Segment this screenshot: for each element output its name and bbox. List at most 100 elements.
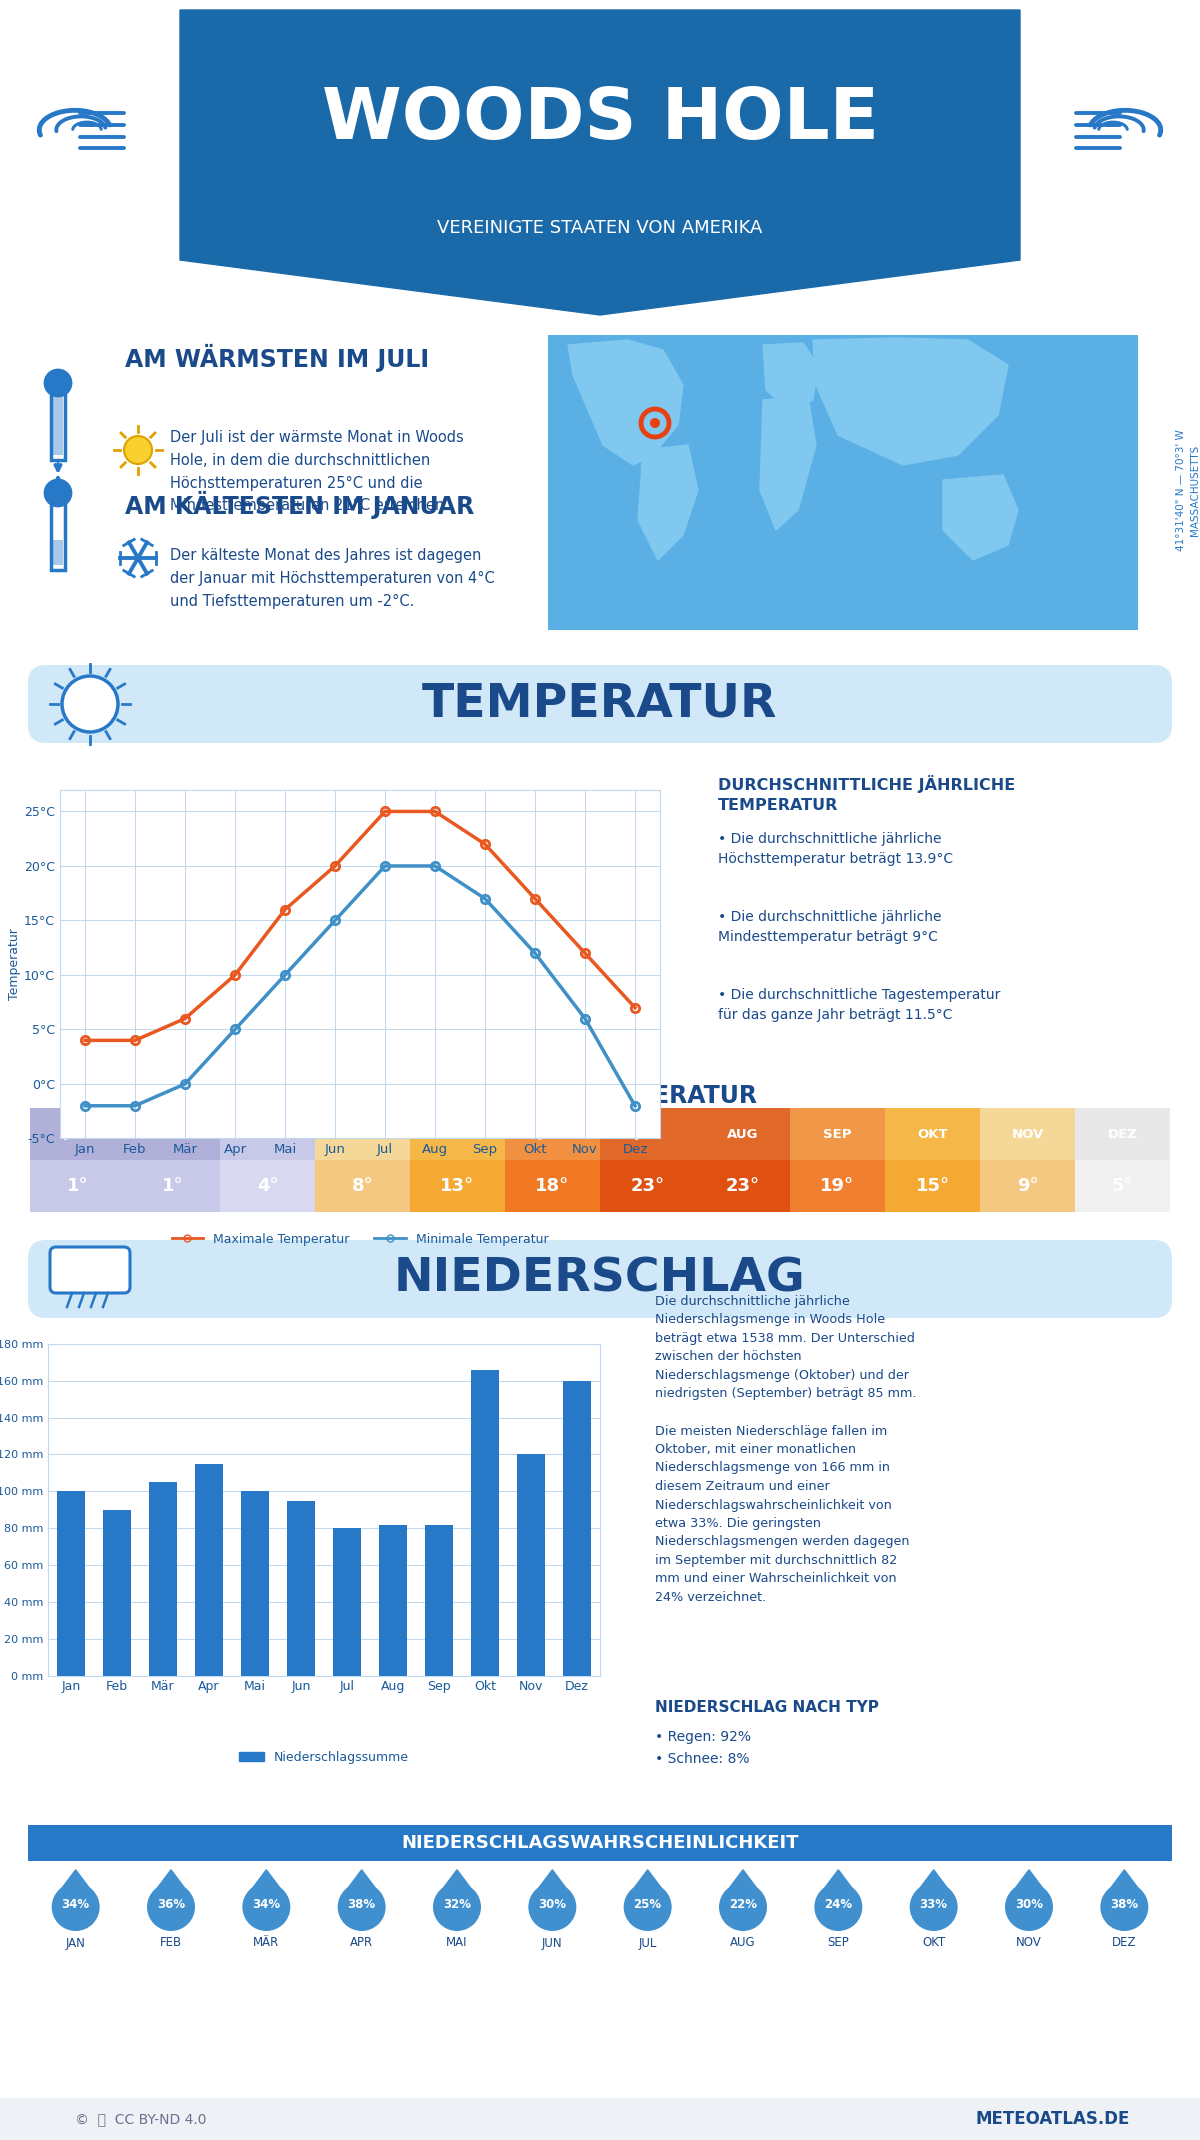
Text: 15°: 15° [916,1177,949,1194]
Text: 13°: 13° [440,1177,474,1194]
Bar [695,1109,790,1160]
Bar [194,1464,223,1676]
Polygon shape [58,1870,94,1894]
Bar [600,1160,695,1211]
Bar [470,1370,499,1676]
Text: 34%: 34% [61,1898,90,1911]
Bar [980,1109,1075,1160]
Bar [103,1511,131,1676]
Text: 33%: 33% [919,1898,948,1911]
Text: AUG: AUG [727,1128,758,1141]
Polygon shape [725,1870,761,1894]
Text: 1°: 1° [67,1177,89,1194]
Text: JUN: JUN [539,1128,566,1141]
Bar [1075,1160,1170,1211]
Text: • Die durchschnittliche jährliche
Höchsttemperatur beträgt 13.9°C: • Die durchschnittliche jährliche Höchst… [718,832,953,867]
Text: AUG: AUG [730,1937,756,1950]
Bar [56,1492,85,1676]
Bar [50,389,65,460]
Circle shape [124,437,152,464]
Polygon shape [943,475,1018,561]
Bar [332,1528,361,1676]
Text: VEREINIGTE STAATEN VON AMERIKA: VEREINIGTE STAATEN VON AMERIKA [437,218,763,238]
Bar [125,1109,220,1160]
Text: • Regen: 92%: • Regen: 92% [655,1729,751,1744]
Text: • Die durchschnittliche jährliche
Mindesttemperatur beträgt 9°C: • Die durchschnittliche jährliche Mindes… [718,910,942,944]
Polygon shape [1106,1870,1142,1894]
Polygon shape [916,1870,952,1894]
Polygon shape [638,445,698,561]
Text: 8°: 8° [352,1177,373,1194]
Text: METEOATLAS.DE: METEOATLAS.DE [976,2110,1130,2127]
Text: SEP: SEP [823,1128,852,1141]
Text: 25%: 25% [634,1898,661,1911]
Text: WOODS HOLE: WOODS HOLE [322,86,878,154]
Text: AM KÄLTESTEN IM JANUAR: AM KÄLTESTEN IM JANUAR [125,490,474,520]
Circle shape [46,479,71,505]
Bar [30,1160,125,1211]
Text: 4°: 4° [257,1177,278,1194]
Circle shape [528,1883,576,1930]
Text: JAN: JAN [65,1128,91,1141]
Bar [149,1483,178,1676]
Text: • Die durchschnittliche Tagestemperatur
für das ganze Jahr beträgt 11.5°C: • Die durchschnittliche Tagestemperatur … [718,989,1001,1023]
Bar [314,1160,410,1211]
Text: NIEDERSCHLAG: NIEDERSCHLAG [394,1256,806,1301]
Bar [314,1109,410,1160]
Text: 22%: 22% [728,1898,757,1911]
Bar [0,2097,1200,2140]
Bar [505,1109,600,1160]
Circle shape [46,370,71,396]
Bar [790,1160,886,1211]
Circle shape [815,1883,863,1930]
Bar [1075,1109,1170,1160]
Bar [600,1109,695,1160]
Text: MÄR: MÄR [251,1128,284,1141]
Text: 19°: 19° [821,1177,854,1194]
Text: 34%: 34% [252,1898,281,1911]
Text: FEB: FEB [160,1937,182,1950]
Bar [886,1160,980,1211]
Bar [125,1160,220,1211]
Bar [379,1524,407,1676]
Text: NOV: NOV [1016,1937,1042,1950]
FancyBboxPatch shape [50,1248,130,1293]
Text: • Schnee: 8%: • Schnee: 8% [655,1753,750,1765]
Circle shape [1100,1883,1148,1930]
Text: NOV: NOV [1012,1128,1044,1141]
Text: 30%: 30% [539,1898,566,1911]
Circle shape [433,1883,481,1930]
Circle shape [719,1883,767,1930]
Polygon shape [821,1870,857,1894]
Text: Der kälteste Monat des Jahres ist dagegen
der Januar mit Höchsttemperaturen von : Der kälteste Monat des Jahres ist dagege… [170,548,494,608]
Text: OKT: OKT [922,1937,946,1950]
Text: APR: APR [350,1937,373,1950]
Circle shape [650,417,660,428]
Bar [505,1160,600,1211]
Polygon shape [814,338,1008,464]
Text: MÄR: MÄR [253,1937,280,1950]
Text: Die durchschnittliche jährliche
Niederschlagsmenge in Woods Hole
beträgt etwa 15: Die durchschnittliche jährliche Niedersc… [655,1295,917,1605]
Polygon shape [343,1870,379,1894]
Polygon shape [439,1870,475,1894]
Text: DEZ: DEZ [1112,1937,1136,1950]
Circle shape [62,676,118,732]
Text: 38%: 38% [1110,1898,1139,1911]
Polygon shape [248,1870,284,1894]
Bar [886,1109,980,1160]
Bar [220,1109,314,1160]
Bar [425,1524,454,1676]
Text: 32%: 32% [443,1898,470,1911]
Bar [563,1380,592,1676]
Text: Der Juli ist der wärmste Monat in Woods
Hole, in dem die durchschnittlichen
Höch: Der Juli ist der wärmste Monat in Woods … [170,430,463,514]
Text: NIEDERSCHLAGSWAHRSCHEINLICHKEIT: NIEDERSCHLAGSWAHRSCHEINLICHKEIT [401,1834,799,1851]
Text: DURCHSCHNITTLICHE JÄHRLICHE
TEMPERATUR: DURCHSCHNITTLICHE JÄHRLICHE TEMPERATUR [718,775,1015,813]
Bar [53,539,64,565]
Polygon shape [568,340,683,464]
Circle shape [1006,1883,1054,1930]
Bar [220,1160,314,1211]
Bar [50,501,65,569]
Text: JUN: JUN [542,1937,563,1950]
Bar [517,1455,545,1676]
Circle shape [910,1883,958,1930]
